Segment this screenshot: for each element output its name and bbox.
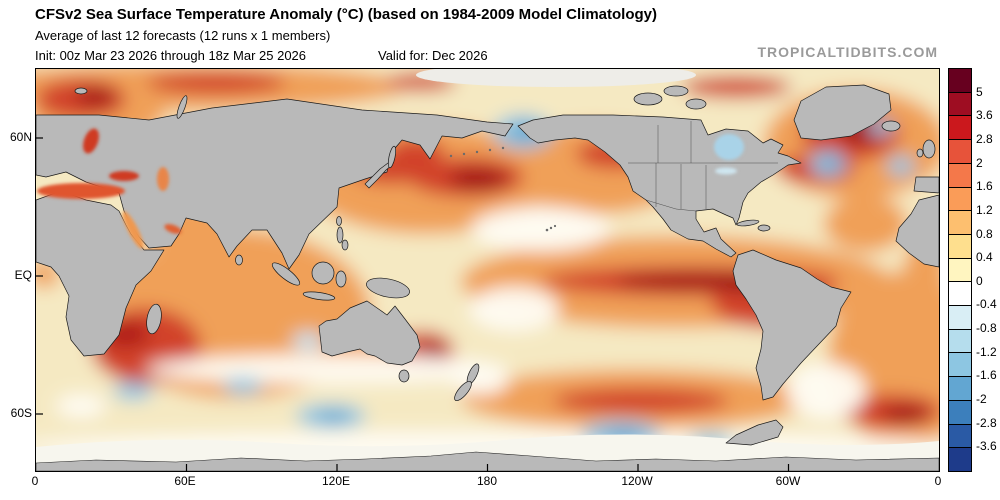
borneo xyxy=(311,261,335,285)
colorbar-label: -2 xyxy=(976,392,987,407)
colorbar-label: 1.2 xyxy=(976,202,993,217)
colorbar-cell xyxy=(949,352,971,377)
colorbar-label: 0.4 xyxy=(976,250,993,265)
colorbar-label: -0.4 xyxy=(976,297,997,312)
colorbar-label: 1.6 xyxy=(976,179,993,194)
colorbar-label: 2 xyxy=(976,155,983,170)
marginal-seas xyxy=(37,128,744,249)
valid-time-label: Valid for: Dec 2026 xyxy=(378,48,488,63)
new-zealand-south xyxy=(454,381,472,401)
colorbar-label: 5 xyxy=(976,84,983,99)
colorbar-label: -2.8 xyxy=(976,415,997,430)
sri-lanka xyxy=(235,254,243,266)
lon-tick-label: 0 xyxy=(934,474,942,488)
colorbar-cell xyxy=(949,69,971,92)
arctic-island xyxy=(685,98,707,110)
hispaniola xyxy=(757,224,771,232)
lat-tick-label: 60N xyxy=(9,130,32,144)
lon-tick-label: 60W xyxy=(775,474,801,488)
africa-west xyxy=(895,194,939,268)
init-time-label: Init: 00z Mar 23 2026 through 18z Mar 25… xyxy=(35,48,307,63)
colorbar-cell xyxy=(949,447,971,471)
lon-tick-label: 0 xyxy=(31,474,39,488)
colorbar-label: -1.2 xyxy=(976,344,997,359)
colorbar-cell xyxy=(949,305,971,329)
mediterranean-sea xyxy=(37,183,125,199)
colorbar xyxy=(948,68,972,472)
colorbar-cell xyxy=(949,91,971,116)
subtitle: Average of last 12 forecasts (12 runs x … xyxy=(35,28,331,43)
java xyxy=(302,291,336,301)
new-guinea xyxy=(366,277,410,299)
tasmania xyxy=(398,369,410,383)
colorbar-cell xyxy=(949,423,971,448)
lon-tick-label: 120E xyxy=(321,474,351,488)
colorbar-cell xyxy=(949,376,971,400)
australia xyxy=(318,300,421,366)
colorbar-cell xyxy=(949,186,971,211)
colorbar-cell xyxy=(949,139,971,163)
iceland xyxy=(881,120,901,132)
sst-anomaly-map xyxy=(35,68,940,472)
svalbard xyxy=(74,87,88,95)
persian-gulf xyxy=(164,224,182,234)
arctic-ice xyxy=(416,69,696,87)
colorbar-cell xyxy=(949,399,971,424)
great-lakes xyxy=(715,167,737,175)
colorbar-label: 3.6 xyxy=(976,108,993,123)
land-layer xyxy=(36,84,939,446)
antarctic-peninsula xyxy=(725,419,784,446)
colorbar-label: -3.6 xyxy=(976,439,997,454)
sulawesi xyxy=(335,270,347,288)
world-map xyxy=(36,69,939,471)
colorbar-labels: 5 3.6 2.8 2 1.6 1.2 0.8 0.4 0 -0.4 -0.8 -1.2 -1.6 -2 -… xyxy=(976,68,1000,470)
philippines xyxy=(341,239,349,251)
black-sea xyxy=(109,171,139,181)
britain xyxy=(922,139,936,159)
lon-tick-label: 60E xyxy=(174,474,196,488)
south-america xyxy=(732,249,852,401)
iberia xyxy=(913,176,939,194)
greenland xyxy=(793,84,892,141)
cuba xyxy=(736,219,760,227)
colorbar-cell xyxy=(949,257,971,282)
hudson-bay xyxy=(714,134,744,160)
colorbar-cell xyxy=(949,328,971,353)
red-sea xyxy=(122,211,144,249)
colorbar-cell xyxy=(949,115,971,140)
colorbar-cell xyxy=(949,281,971,306)
lat-tick-label: 60S xyxy=(10,406,32,420)
caspian-sea xyxy=(157,167,169,191)
colorbar-label: 2.8 xyxy=(976,131,993,146)
colorbar-cell xyxy=(949,233,971,258)
madagascar xyxy=(146,303,162,335)
sakhalin xyxy=(387,145,397,169)
lat-tick-label: EQ xyxy=(14,268,32,282)
ireland xyxy=(916,148,924,158)
watermark: TROPICALTIDBITS.COM xyxy=(757,44,938,60)
page-title: CFSv2 Sea Surface Temperature Anomaly (°… xyxy=(35,6,658,23)
arctic-island xyxy=(633,92,663,106)
colorbar-label: 0.8 xyxy=(976,226,993,241)
axis-ticks xyxy=(36,137,790,471)
novaya-zemlya xyxy=(176,95,188,119)
taiwan xyxy=(336,216,342,226)
colorbar-label: 0 xyxy=(976,273,983,288)
baltic-sea xyxy=(83,128,99,154)
arctic-island xyxy=(663,85,689,97)
colorbar-cell xyxy=(949,210,971,234)
antarctica xyxy=(36,451,939,471)
lon-tick-label: 180 xyxy=(476,474,498,488)
philippines xyxy=(336,226,344,244)
lon-tick-label: 120W xyxy=(621,474,653,488)
colorbar-label: -1.6 xyxy=(976,368,997,383)
colorbar-label: -0.8 xyxy=(976,321,997,336)
sumatra xyxy=(271,262,301,286)
africa xyxy=(36,190,165,357)
colorbar-cell xyxy=(949,162,971,187)
